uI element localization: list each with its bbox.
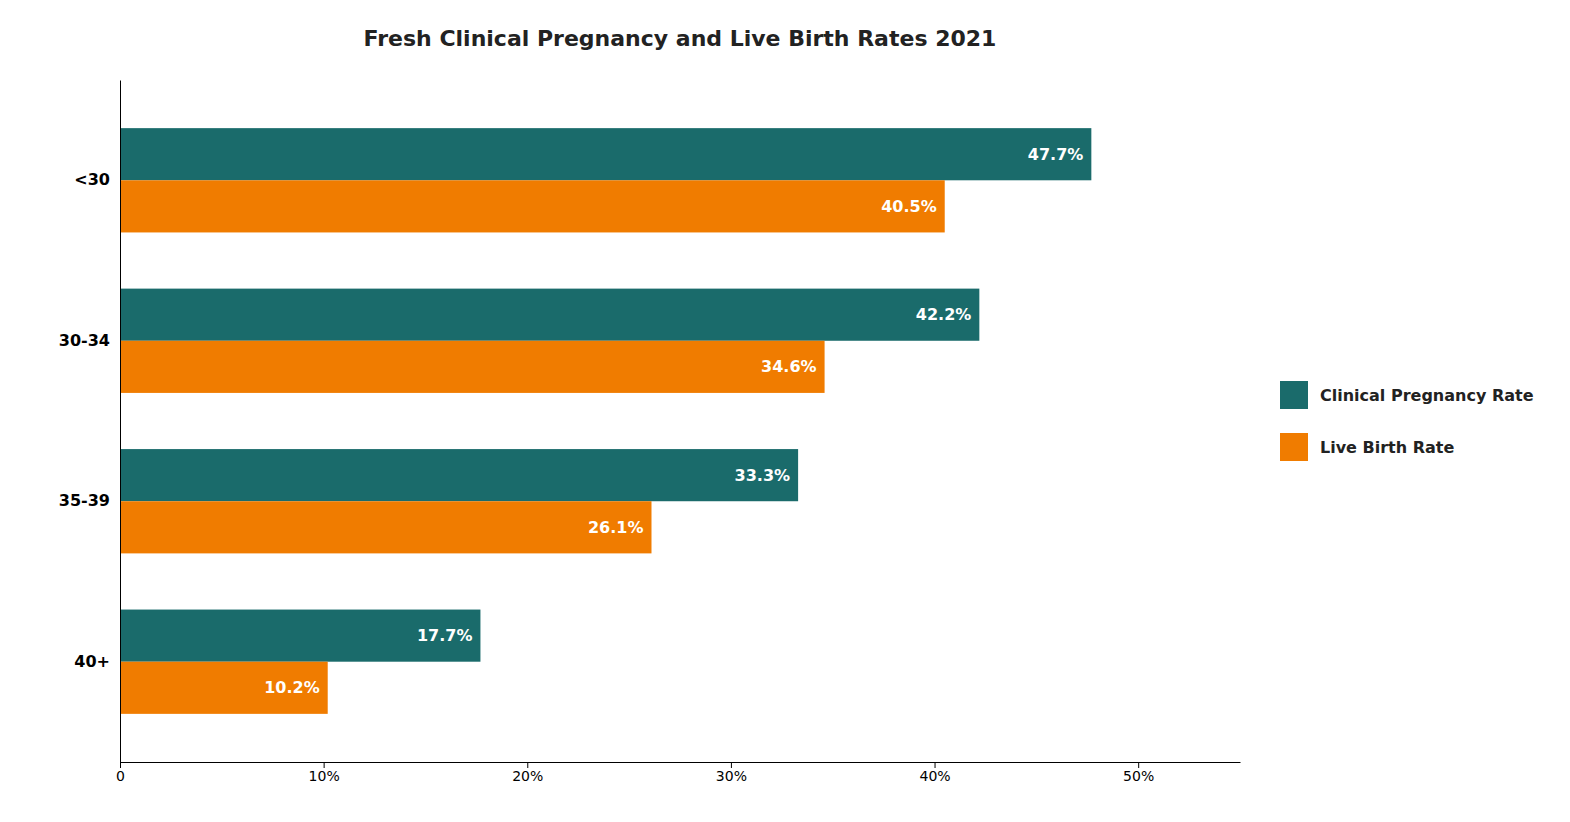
bar	[120, 501, 651, 553]
legend-item: Live Birth Rate	[1280, 433, 1454, 461]
y-axis: <30 30-34 35-39 40+	[59, 81, 121, 763]
legend-swatch	[1280, 381, 1308, 409]
y-axis-line	[120, 81, 121, 763]
data-label: 33.3%	[735, 466, 791, 485]
x-tick: 50%	[1123, 762, 1154, 784]
data-label: 40.5%	[881, 197, 937, 216]
x-tick: 10%	[309, 762, 340, 784]
legend-label: Live Birth Rate	[1320, 438, 1454, 457]
y-tick-label: <30	[74, 170, 110, 189]
bar	[120, 289, 979, 341]
x-tick-label: 30%	[716, 768, 747, 784]
bar	[120, 449, 798, 501]
y-tick-label: 30-34	[59, 331, 110, 350]
x-tick-label: 0	[116, 768, 125, 784]
bar	[120, 128, 1091, 180]
data-label: 42.2%	[916, 305, 972, 324]
legend-label: Clinical Pregnancy Rate	[1320, 386, 1534, 405]
x-tick: 20%	[512, 762, 543, 784]
y-tick: <30	[74, 170, 110, 189]
plot: 47.7% 42.2% 33.3% 17.7% 40.5% 34.6% 26.1% 10.2%…	[59, 81, 1241, 784]
x-tick: 40%	[919, 762, 950, 784]
legend-swatch	[1280, 433, 1308, 461]
x-tick: 30%	[716, 762, 747, 784]
bars	[120, 128, 1091, 714]
data-labels: 47.7% 42.2% 33.3% 17.7% 40.5% 34.6% 26.1% 10.2%	[264, 145, 1083, 698]
data-label: 47.7%	[1028, 145, 1084, 164]
y-tick-label: 40+	[74, 652, 110, 671]
x-tick-label: 40%	[919, 768, 950, 784]
x-axis-line	[121, 762, 1241, 763]
x-tick: 0	[116, 762, 125, 784]
bar	[120, 180, 945, 232]
y-tick: 30-34	[59, 331, 110, 350]
y-tick: 40+	[74, 652, 110, 671]
x-tick-label: 20%	[512, 768, 543, 784]
bar	[120, 341, 825, 393]
x-tick-label: 10%	[309, 768, 340, 784]
chart-container: Fresh Clinical Pregnancy and Live Birth …	[0, 0, 1570, 822]
data-label: 10.2%	[264, 678, 320, 697]
chart-svg: Fresh Clinical Pregnancy and Live Birth …	[0, 0, 1570, 822]
data-label: 34.6%	[761, 357, 817, 376]
bar	[120, 662, 328, 714]
x-tick-label: 50%	[1123, 768, 1154, 784]
legend: Clinical Pregnancy Rate Live Birth Rate	[1280, 381, 1534, 461]
bar	[120, 610, 480, 662]
x-axis: 0 10% 20% 30% 40% 50%	[116, 762, 1240, 784]
title: Fresh Clinical Pregnancy and Live Birth …	[364, 26, 997, 51]
y-tick: 35-39	[59, 491, 110, 510]
y-tick-label: 35-39	[59, 491, 110, 510]
legend-item: Clinical Pregnancy Rate	[1280, 381, 1534, 409]
data-label: 26.1%	[588, 518, 644, 537]
data-label: 17.7%	[417, 626, 473, 645]
